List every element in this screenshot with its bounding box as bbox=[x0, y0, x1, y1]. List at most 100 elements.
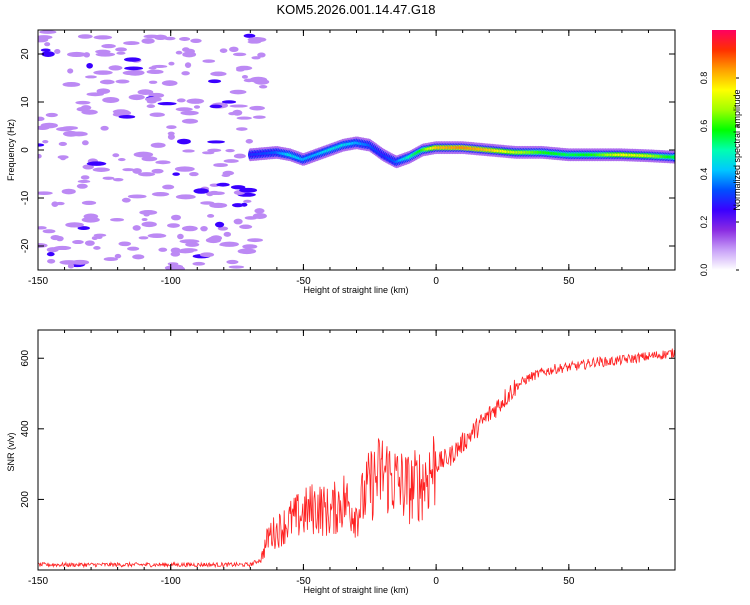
spectrogram-noise-blob bbox=[147, 233, 167, 238]
spectrogram-noise-blob bbox=[112, 177, 124, 182]
spectrogram-noise-blob bbox=[223, 159, 239, 163]
spectrogram-noise-blob bbox=[257, 52, 266, 58]
spectrogram-noise-blob bbox=[102, 176, 115, 180]
spectrogram-noise-blob bbox=[202, 151, 215, 155]
spectrogram-noise-blob bbox=[162, 184, 175, 190]
spectrogram-noise-blob bbox=[175, 266, 185, 270]
x-tick-label: -50 bbox=[296, 276, 311, 287]
spectrogram-noise-blob bbox=[221, 173, 231, 177]
x-tick-label: -150 bbox=[28, 276, 48, 287]
spectrogram-noise-blob bbox=[167, 134, 175, 140]
spectrogram-noise-blob bbox=[226, 259, 239, 265]
spectrogram-noise-blob bbox=[141, 156, 158, 162]
spectrogram-noise-blob bbox=[219, 241, 239, 247]
x-tick-label: -150 bbox=[28, 576, 48, 587]
spectrogram-noise-blob bbox=[50, 235, 61, 241]
spectrogram-noise-blob bbox=[42, 229, 56, 234]
spectrogram-noise-blob bbox=[176, 98, 186, 103]
spectrogram-noise-blob bbox=[175, 194, 196, 200]
spectrogram-ridge-cell bbox=[671, 155, 675, 159]
spectrogram-noise-blob bbox=[177, 233, 184, 240]
spectrogram-noise-blob bbox=[127, 246, 140, 251]
spectrogram-noise-blob bbox=[141, 38, 155, 44]
x-tick-label: -50 bbox=[296, 576, 311, 587]
spectrogram-noise-blob bbox=[249, 105, 265, 111]
spectrogram-noise-blob bbox=[182, 149, 195, 153]
spectrogram-noise-blob bbox=[115, 110, 132, 116]
spectrogram-noise-blob bbox=[209, 202, 228, 209]
spectrogram-noise-blob bbox=[148, 66, 157, 70]
spectrogram-noise-blob bbox=[233, 153, 246, 159]
spectrogram-noise-blob bbox=[185, 242, 200, 247]
spectrogram-noise-blob bbox=[40, 48, 51, 52]
spectrogram-noise-blob bbox=[251, 56, 261, 60]
spectrogram-noise-blob bbox=[207, 214, 215, 218]
spectrogram-noise-blob bbox=[100, 125, 109, 131]
spectrogram-noise-blob bbox=[138, 172, 156, 177]
spectrogram-noise-blob bbox=[200, 201, 215, 205]
spectrogram-noise-blob bbox=[123, 41, 140, 46]
spectrogram-noise-blob bbox=[163, 36, 176, 41]
spectrogram-noise-blob bbox=[83, 52, 91, 58]
spectrogram-noise-blob bbox=[171, 214, 181, 221]
spectrogram-noise-blob bbox=[132, 168, 142, 174]
spectrogram-noise-blob bbox=[243, 33, 256, 38]
spectrogram-noise-blob bbox=[180, 110, 199, 116]
spectrogram-noise-blob bbox=[253, 79, 266, 83]
spectrogram-noise-blob bbox=[75, 100, 91, 105]
spectrogram-noise-blob bbox=[243, 78, 255, 83]
spectrogram-noise-blob bbox=[158, 247, 168, 252]
spectrogram-noise-blob bbox=[232, 109, 243, 116]
spectrogram-noise-blob bbox=[141, 221, 157, 228]
colorbar-gradient bbox=[712, 30, 736, 270]
y-tick-label: 0 bbox=[20, 147, 31, 153]
spectrogram-noise-blob bbox=[103, 257, 119, 262]
spectrogram-noise-blob bbox=[151, 191, 170, 197]
spectrogram-noise-blob bbox=[166, 82, 177, 86]
x-tick-label: 50 bbox=[563, 576, 575, 587]
spectrogram-noise-blob bbox=[47, 258, 56, 264]
spectrogram-noise-blob bbox=[146, 69, 164, 74]
spectrogram-noise-blob bbox=[92, 167, 110, 172]
spectrogram-noise-blob bbox=[40, 122, 58, 129]
spectrogram-noise-blob bbox=[231, 203, 244, 208]
x-tick-label: 0 bbox=[433, 276, 439, 287]
spectrogram-noise-blob bbox=[208, 79, 222, 84]
spectrogram-noise-blob bbox=[41, 51, 55, 57]
colorbar-tick-label: 0.4 bbox=[699, 168, 709, 181]
spectrogram-noise-blob bbox=[139, 210, 158, 216]
spectrogram-noise-blob bbox=[86, 161, 107, 166]
spectrogram-noise-blob bbox=[235, 68, 245, 72]
snr-panel: -150 -100 -50 0 50 200 400 600 Height of strai… bbox=[6, 329, 676, 595]
spectrogram-noise-blob bbox=[233, 218, 243, 225]
y-tick-label: 400 bbox=[20, 420, 31, 437]
spectrogram-noise-blob bbox=[118, 241, 132, 247]
y-tick-label: -10 bbox=[20, 190, 31, 205]
spectrogram-noise-blob bbox=[77, 179, 91, 184]
spectrogram-noise-blob bbox=[150, 142, 166, 148]
spectrogram-noise-blob bbox=[46, 252, 55, 257]
x-tick-label: 50 bbox=[563, 276, 575, 287]
spectrogram-noise-blob bbox=[81, 140, 89, 146]
spectrogram-noise-blob bbox=[146, 104, 156, 109]
snr-ylabel: SNR (v/v) bbox=[6, 433, 16, 472]
spectrogram-noise-blob bbox=[118, 158, 126, 162]
spectrogram-noise-blob bbox=[247, 40, 262, 44]
spectrogram-noise-blob bbox=[118, 115, 136, 119]
spectrogram-noise-blob bbox=[232, 52, 247, 57]
spectrogram-noise-blob bbox=[209, 104, 223, 109]
spectrogram-noise-blob bbox=[122, 168, 135, 172]
spectrogram-noise-blob bbox=[252, 115, 266, 119]
spectrogram-noise-blob bbox=[84, 75, 97, 79]
spectrogram-noise-blob bbox=[151, 168, 164, 174]
spectrogram-noise-blob bbox=[199, 252, 215, 258]
spectrogram-noise-blob bbox=[168, 61, 175, 66]
spectrogram-noise-blob bbox=[54, 49, 61, 55]
spectrogram-noise-blob bbox=[137, 89, 154, 96]
spectrogram-ylabel: Frequency (Hz) bbox=[6, 119, 16, 181]
spectrogram-noise-blob bbox=[184, 62, 192, 68]
spectrogram-noise-blob bbox=[65, 222, 84, 228]
spectrogram-noise-blob bbox=[42, 140, 49, 144]
spectrogram-noise-blob bbox=[38, 143, 45, 147]
